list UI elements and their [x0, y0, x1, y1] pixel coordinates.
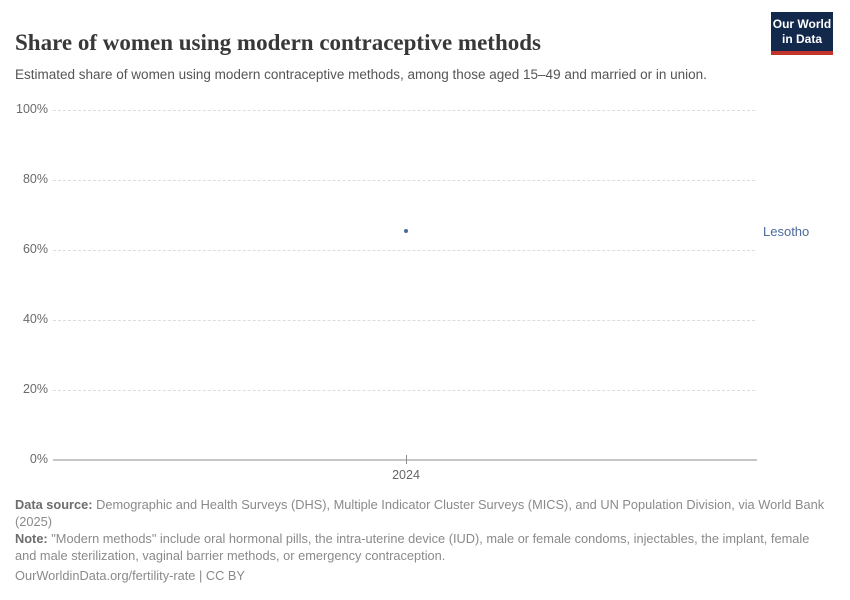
- note-line: Note: "Modern methods" include oral horm…: [15, 531, 833, 564]
- data-source-text: Demographic and Health Surveys (DHS), Mu…: [15, 497, 825, 529]
- y-axis-tick-label: 0%: [29, 452, 48, 466]
- data-point-lesotho[interactable]: [404, 229, 408, 234]
- data-source-label: Data source:: [15, 497, 93, 512]
- entity-label-lesotho[interactable]: Lesotho: [763, 224, 810, 240]
- y-gridline: [53, 110, 755, 111]
- note-text: "Modern methods" include oral hormonal p…: [15, 531, 810, 563]
- y-axis-tick-label: 40%: [22, 312, 48, 326]
- x-axis-tick-label: 2024: [392, 468, 420, 482]
- y-axis-tick-label: 60%: [22, 242, 48, 256]
- note-label: Note:: [15, 531, 48, 546]
- citation-line: OurWorldinData.org/fertility-rate | CC B…: [15, 568, 833, 585]
- chart-title: Share of women using modern contraceptiv…: [15, 30, 541, 56]
- x-axis-line: [53, 459, 757, 461]
- y-axis-tick-label: 80%: [22, 172, 48, 186]
- owid-logo-line1: Our World: [772, 17, 832, 31]
- data-source-line: Data source: Demographic and Health Surv…: [15, 497, 833, 530]
- y-gridline: [53, 180, 755, 181]
- owid-logo-line2: in Data: [781, 32, 822, 46]
- y-gridline: [53, 390, 755, 391]
- x-axis-tick: [406, 455, 407, 464]
- y-axis-tick-label: 100%: [16, 102, 48, 116]
- owid-logo[interactable]: Our World in Data: [771, 12, 833, 55]
- y-gridline: [53, 250, 755, 251]
- citation-link[interactable]: OurWorldinData.org/fertility-rate | CC B…: [15, 568, 245, 583]
- y-gridline: [53, 320, 755, 321]
- chart-subtitle: Estimated share of women using modern co…: [15, 66, 707, 82]
- y-axis-tick-label: 20%: [22, 382, 48, 396]
